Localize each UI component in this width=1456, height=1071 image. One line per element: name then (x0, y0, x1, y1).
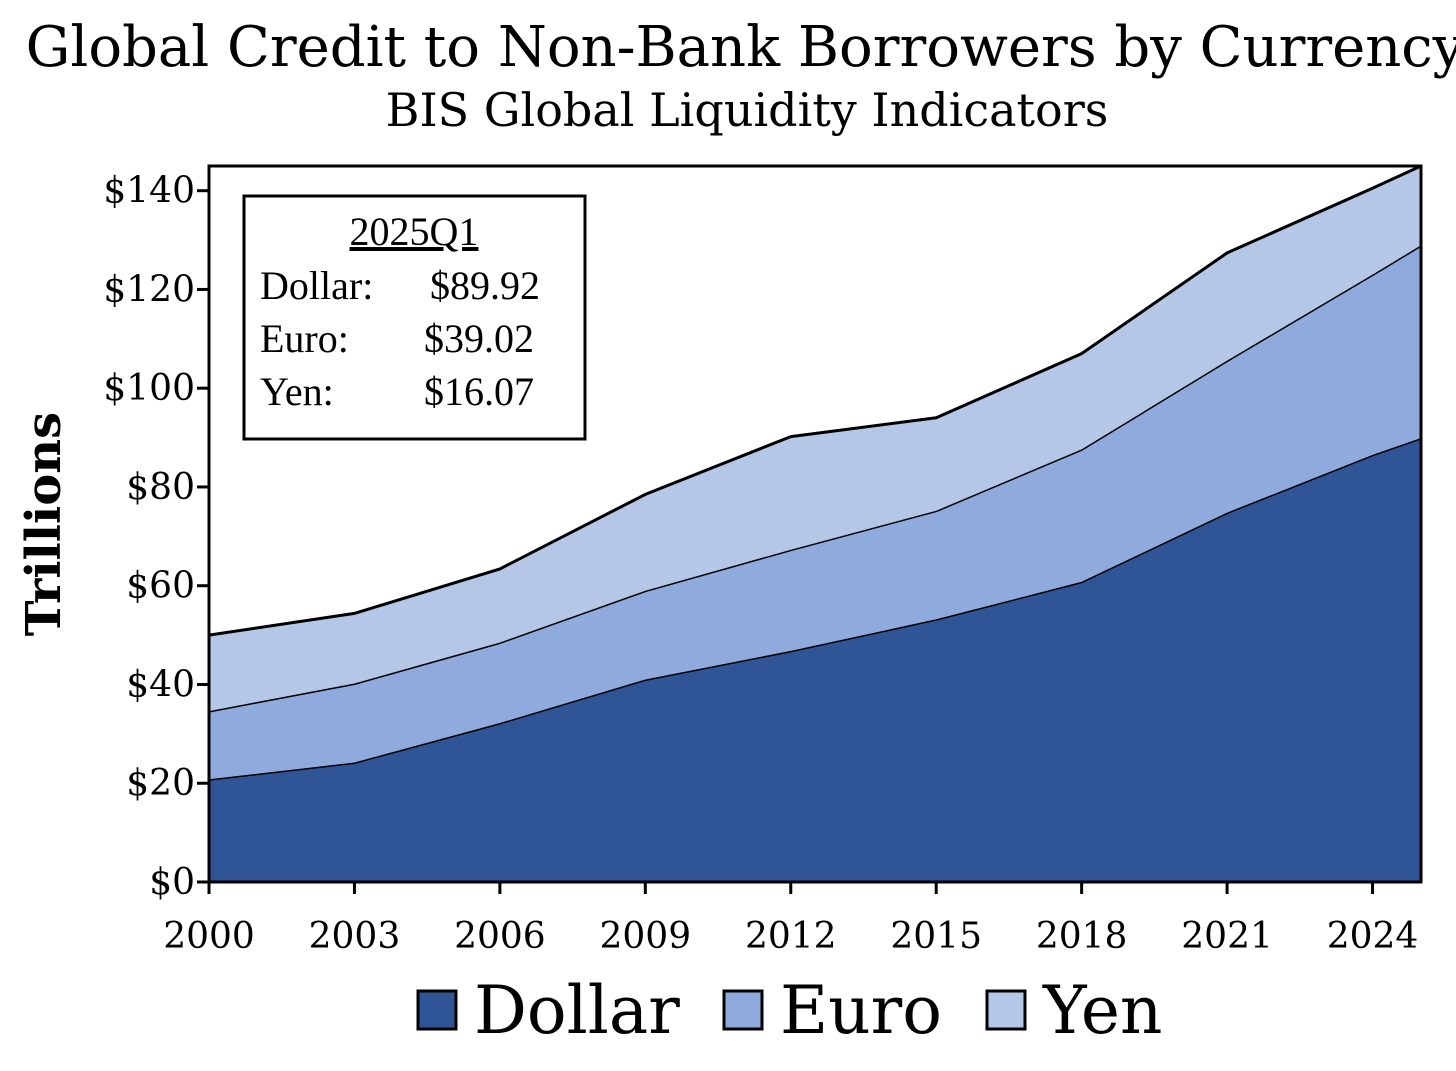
chart-legend: Dollar Euro Yen (416, 972, 1162, 1049)
latest-yen-value: $16.07 (424, 369, 534, 414)
x-tick-label: 2009 (600, 916, 692, 957)
legend-label-dollar: Dollar (474, 972, 680, 1049)
y-axis: $0 $20 $40 $60 $80 $100 $120 $140 (103, 171, 209, 903)
y-axis-label: Trillions (16, 412, 72, 636)
latest-dollar-label: Dollar: (260, 263, 373, 308)
y-tick-label: $20 (126, 763, 195, 804)
x-tick-label: 2003 (309, 916, 401, 957)
chart-title: Global Credit to Non-Bank Borrowers by C… (26, 15, 1456, 80)
latest-values-heading: 2025Q1 (350, 209, 479, 254)
x-tick-label: 2012 (745, 916, 837, 957)
legend-label-yen: Yen (1042, 972, 1162, 1049)
legend-item-dollar: Dollar (416, 972, 680, 1049)
y-tick-label: $0 (149, 862, 195, 903)
chart-subtitle: BIS Global Liquidity Indicators (386, 83, 1109, 137)
area-yen-edge (208, 164, 1422, 637)
y-tick-label: $60 (126, 566, 195, 607)
latest-euro-value: $39.02 (424, 316, 534, 361)
x-axis: 2000 2003 2006 2009 2012 2015 2018 2021 2024 (163, 882, 1418, 957)
y-tick-label: $100 (103, 368, 195, 409)
area-euro (209, 245, 1421, 780)
x-tick-label: 2000 (163, 916, 255, 957)
latest-values-frame (242, 194, 587, 441)
legend-item-euro: Euro (722, 972, 942, 1049)
x-tick-label: 2018 (1036, 916, 1128, 957)
x-tick-label: 2015 (890, 916, 982, 957)
area-series-layer (208, 164, 1422, 882)
y-tick-label: $40 (126, 664, 195, 705)
latest-euro-label: Euro: (260, 316, 349, 361)
latest-yen-label: Yen: (260, 369, 334, 414)
x-tick-label: 2021 (1181, 916, 1273, 957)
area-yen (209, 166, 1421, 712)
x-tick-label: 2006 (454, 916, 546, 957)
y-tick-label: $120 (103, 269, 195, 310)
y-tick-label: $80 (126, 467, 195, 508)
legend-label-euro: Euro (780, 972, 942, 1049)
y-tick-label: $140 (103, 171, 195, 212)
legend-item-yen: Yen (985, 972, 1162, 1049)
latest-dollar-value: $89.92 (430, 263, 540, 308)
latest-values-box: 2025Q1 Dollar: $89.92 Euro: $39.02 Yen: … (242, 194, 587, 441)
legend-swatch-euro (722, 989, 764, 1031)
legend-swatch-dollar (416, 989, 458, 1031)
x-tick-label: 2024 (1327, 916, 1419, 957)
area-dollar (209, 438, 1421, 882)
legend-swatch-yen (985, 989, 1027, 1031)
plot-frame (207, 164, 1423, 884)
